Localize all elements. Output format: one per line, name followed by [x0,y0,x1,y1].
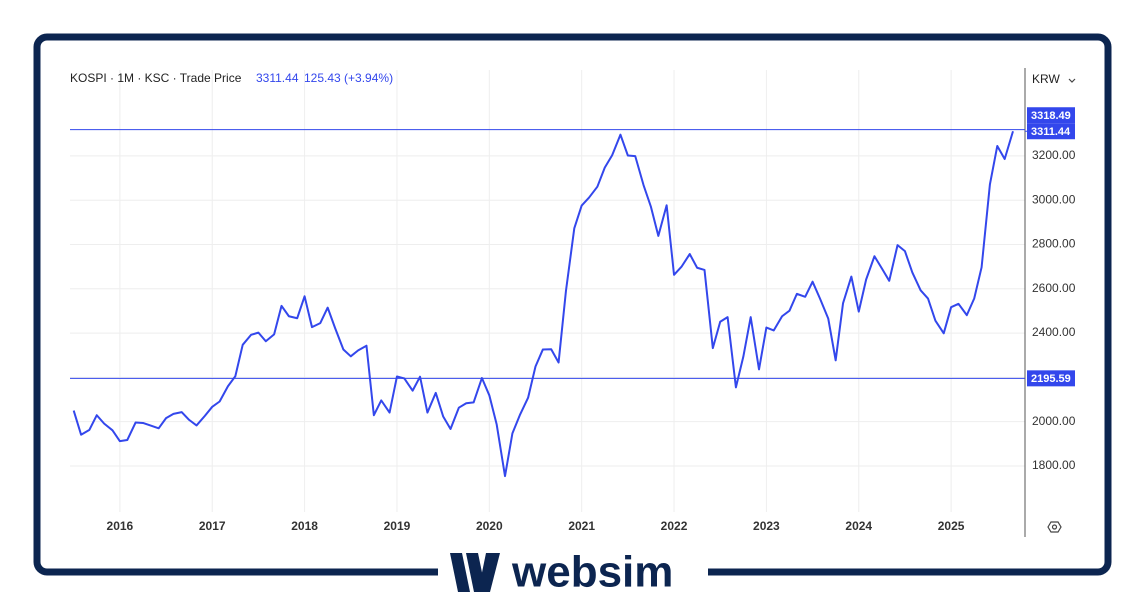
x-tick-label: 2016 [107,519,134,533]
x-tick-label: 2025 [938,519,965,533]
logo-mark [450,553,500,592]
level-label: 2195.59 [1031,373,1071,385]
y-tick-label: 3200.00 [1032,148,1076,162]
x-tick-label: 2021 [568,519,595,533]
x-tick-label: 2020 [476,519,503,533]
settings-icon[interactable] [1047,521,1062,533]
price-change: 125.43 (+3.94%) [304,71,393,85]
level-box [1027,370,1075,387]
x-tick-label: 2022 [661,519,688,533]
y-tick-label: 2600.00 [1032,281,1076,295]
y-tick-label: 1800.00 [1032,458,1076,472]
x-tick-label: 2023 [753,519,780,533]
last-price: 3311.44 [256,71,299,85]
dropdown-icon[interactable] [1068,78,1076,83]
symbol: KOSPI · 1M · KSC · Trade Price [70,71,242,85]
currency[interactable]: KRW [1032,72,1060,86]
brand: websim [511,548,673,597]
price-line [72,130,1014,478]
x-tick-label: 2019 [384,519,411,533]
level-label: 3318.49 [1031,110,1071,122]
y-tick-label: 2000.00 [1032,414,1076,428]
logo-stroke [450,553,470,592]
level-box [1027,107,1075,124]
x-tick-label: 2024 [845,519,872,533]
y-tick-label: 2400.00 [1032,325,1076,339]
gear-hub [1051,524,1058,530]
x-tick-label: 2018 [291,519,318,533]
y-tick-label: 3000.00 [1032,192,1076,206]
y-tick-label: 2800.00 [1032,237,1076,251]
plot-layer: 2016 2017 2018 2019 2020 2021 2022 2023 2024 2025… [70,68,1076,537]
gear[interactable] [1047,521,1062,533]
last-price-label: 3311.44 [1031,126,1071,138]
logo-stroke [478,553,500,592]
x-tick-label: 2017 [199,519,226,533]
last-price-box [1027,123,1075,140]
frame [33,33,1112,576]
